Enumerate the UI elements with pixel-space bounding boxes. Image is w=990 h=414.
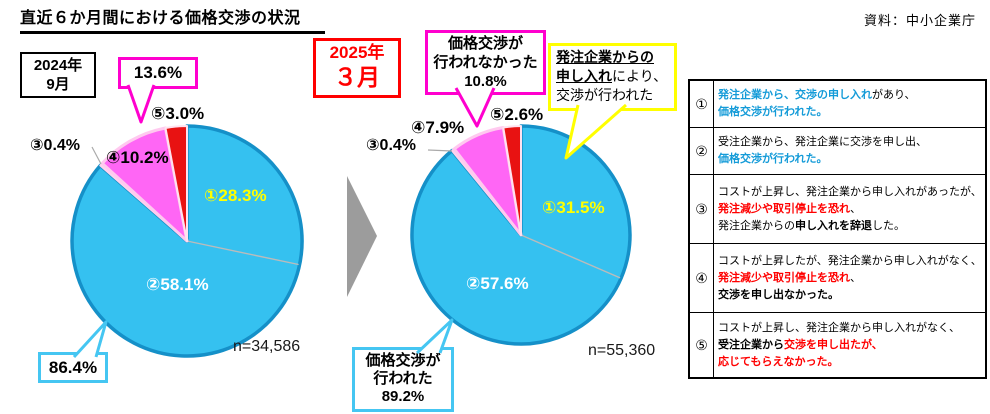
pie1-not-negotiated-callout: 13.6%: [118, 57, 198, 89]
right-arrow-icon: [347, 176, 377, 297]
pie2-not-negotiated-callout: 価格交渉が 行われなかった 10.8%: [425, 30, 546, 95]
text-segment: コストが上昇したが、発注企業から申し入れがなく、: [718, 254, 982, 267]
callout-line: 価格交渉が: [365, 352, 441, 369]
callout-line: 89.2%: [381, 388, 425, 405]
pie1-slice3-label: ③0.4%: [30, 137, 81, 154]
text-line: コストが上昇し、発注企業から申し入れがあったが、: [718, 184, 982, 201]
pie1-slice4-label: ④10.2%: [106, 148, 169, 167]
text-segment: 交渉を申し出たが、: [784, 338, 883, 351]
legend-text: 発注企業から、交渉の申し入れがあり、価格交渉が行われた。: [714, 81, 985, 127]
pie2-slice5-label: ⑤2.6%: [490, 105, 544, 124]
period-year: 2025年: [329, 43, 385, 62]
legend-text: 受注企業から、発注企業に交渉を申し出、 価格交渉が行われた。: [714, 128, 985, 174]
period-month: ３月: [334, 64, 380, 90]
text-line: 応じてもらえなかった。: [718, 354, 981, 371]
legend-number: ①: [690, 81, 714, 127]
period-box-2024-09: 2024年 9月: [20, 52, 96, 98]
text-line: 受注企業から、発注企業に交渉を申し出、: [718, 134, 981, 151]
pie-slice: [164, 124, 188, 242]
text-line: 受注企業から交渉を申し出たが、: [718, 337, 981, 354]
pie2-orderer-request-note: 発注企業からの 申し入れにより、 交渉が行われた: [548, 43, 677, 111]
text-segment: した。: [872, 219, 905, 232]
callout-line: 行われた: [373, 370, 433, 387]
pie-slice: [502, 125, 522, 236]
text-line: 発注企業からの申し入れを辞退した。: [718, 218, 981, 235]
callout-line: 価格交渉が: [447, 35, 523, 52]
period-year: 2024年: [33, 57, 83, 74]
pie2-slice4-label: ④7.9%: [411, 118, 465, 137]
callout-line: 10.8%: [464, 73, 507, 90]
text-line: 交渉を申し出なかった。: [718, 287, 981, 304]
text-line: 価格交渉が行われた。: [718, 151, 981, 168]
text-line: 価格交渉が行われた。: [718, 104, 981, 121]
text-segment: 発注減少や取引停止を恐れ: [718, 271, 850, 284]
note-text: 発注企業からの 申し入れにより、 交渉が行われた: [556, 48, 674, 105]
text-line: 発注減少や取引停止を恐れ、: [718, 201, 981, 218]
pie2-slice3-label: ③0.4%: [366, 137, 417, 154]
text-segment: 、: [850, 202, 861, 215]
text-segment: により、: [612, 68, 668, 84]
text-segment: 申し入れを辞退: [795, 219, 872, 232]
text-line: コストが上昇し、発注企業から申し入れがなく、: [718, 320, 981, 337]
text-segment: 価格交渉が行われた。: [718, 106, 828, 118]
text-segment: 交渉が行われた: [556, 87, 654, 103]
slice-divider-line: [520, 234, 621, 279]
pie2-slice2-label: ②57.6%: [466, 274, 529, 293]
legend-row: ① 発注企業から、交渉の申し入れがあり、 価格交渉が行われた。: [690, 81, 985, 127]
callout-line: 行われなかった: [433, 54, 538, 71]
text-segment: 、: [850, 271, 861, 284]
text-segment: 受注企業から: [718, 338, 784, 351]
slice-divider-line: [186, 240, 299, 266]
legend-row: ⑤ コストが上昇し、発注企業から申し入れがなく、 受注企業から交渉を申し出たが、 応じ…: [690, 312, 985, 377]
pie1-negotiated-callout: 86.4%: [38, 352, 108, 383]
pie2-sample-size: n=55,360: [588, 342, 656, 359]
legend-text: コストが上昇したが、発注企業から申し入れがなく、 発注減少や取引停止を恐れ、 交渉を…: [714, 244, 985, 312]
text-line: 発注減少や取引停止を恐れ、: [718, 270, 981, 287]
text-segment: 発注減少や取引停止を恐れ: [718, 202, 850, 215]
legend-row: ④ コストが上昇したが、発注企業から申し入れがなく、 発注減少や取引停止を恐れ、 交渉…: [690, 243, 985, 312]
legend-text: コストが上昇し、発注企業から申し入れがあったが、 発注減少や取引停止を恐れ、 発注企…: [714, 175, 985, 243]
text-segment: 発注企業からの: [556, 49, 654, 65]
text-segment: コストが上昇し、発注企業から申し入れがなく、: [718, 321, 960, 334]
legend-row: ③ コストが上昇し、発注企業から申し入れがあったが、 発注減少や取引停止を恐れ、 発注…: [690, 174, 985, 243]
title-underline: [20, 31, 325, 34]
pie1-sample-size: n=34,586: [233, 338, 301, 355]
text-line: 発注企業から、交渉の申し入れがあり、: [718, 87, 981, 104]
text-segment: 交渉を申し出なかった。: [718, 288, 839, 301]
pie-slice: [100, 126, 189, 243]
legend-number: ⑤: [690, 313, 714, 377]
slice3-leader-line: [91, 146, 102, 165]
pie1-slice1-label: ①28.3%: [204, 186, 267, 205]
pie2-negotiated-callout: 価格交渉が 行われた 89.2%: [352, 347, 454, 412]
text-line: 申し入れにより、: [556, 67, 674, 86]
legend-number: ③: [690, 175, 714, 243]
text-segment: 発注企業から、交渉の申し入れ: [718, 89, 872, 101]
text-segment: 発注企業からの: [718, 219, 795, 232]
period-box-2025-03: 2025年 ３月: [313, 38, 401, 98]
text-line: 発注企業からの: [556, 48, 674, 67]
page-title: 直近６か月間における価格交渉の状況: [20, 10, 301, 27]
legend-table: ① 発注企業から、交渉の申し入れがあり、 価格交渉が行われた。 ② 受注企業から、発注企…: [688, 79, 987, 379]
slice3-leader-line: [427, 149, 453, 152]
text-segment: 応じてもらえなかった。: [718, 355, 839, 368]
text-segment: 価格交渉が行われた。: [718, 153, 828, 165]
legend-number: ②: [690, 128, 714, 174]
legend-row: ② 受注企業から、発注企業に交渉を申し出、 価格交渉が行われた。: [690, 127, 985, 174]
text-line: 交渉が行われた: [556, 86, 674, 105]
pie1-slice2-label: ②58.1%: [146, 275, 209, 294]
text-segment: コストが上昇し、発注企業から申し入れがあったが、: [718, 185, 982, 198]
text-segment: 申し入れ: [556, 68, 612, 84]
text-line: コストが上昇したが、発注企業から申し入れがなく、: [718, 253, 982, 270]
pie2-slice1-label: ①31.5%: [542, 198, 605, 217]
source-credit: 資料：中小企業庁: [863, 13, 976, 28]
pie1-slice5-label: ⑤3.0%: [151, 104, 205, 123]
text-segment: 受注企業から、発注企業に交渉を申し出、: [718, 136, 927, 148]
text-segment: があり、: [872, 89, 916, 101]
legend-text: コストが上昇し、発注企業から申し入れがなく、 受注企業から交渉を申し出たが、 応じて…: [714, 313, 985, 377]
legend-number: ④: [690, 244, 714, 312]
period-month: 9月: [46, 76, 70, 93]
